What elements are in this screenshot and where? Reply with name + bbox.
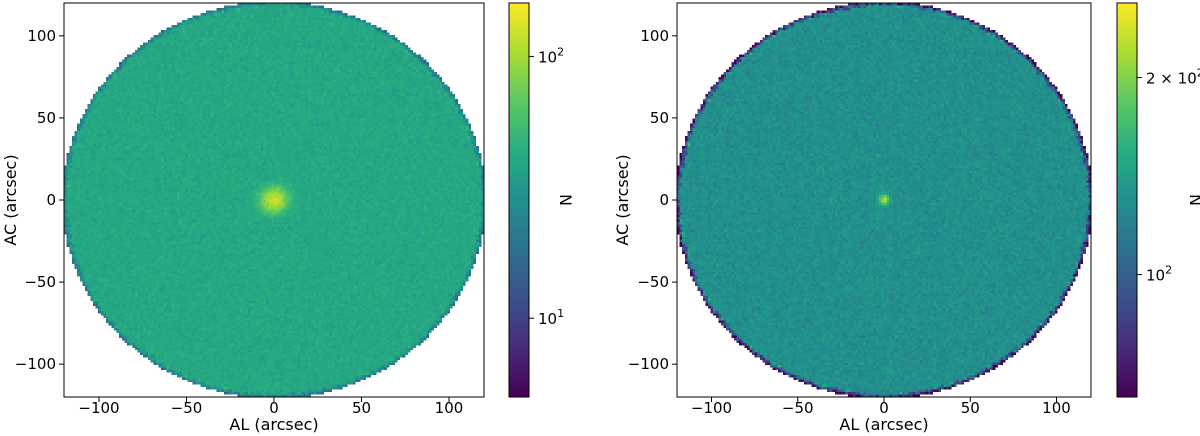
- y-tick-label: −50: [24, 273, 56, 291]
- y-tick-label: 100: [27, 27, 56, 45]
- x-tick-label: 50: [352, 399, 371, 417]
- colorbar-frame: [508, 2, 530, 398]
- heatmap-image: [64, 3, 484, 397]
- y-tick-label: 50: [650, 109, 669, 127]
- colorbar-label: N: [556, 194, 575, 206]
- y-tick-label: −50: [637, 273, 669, 291]
- x-tick-label: −50: [782, 399, 814, 417]
- y-tick-label: 100: [640, 27, 669, 45]
- x-tick-label: 50: [961, 399, 980, 417]
- right-panel: −100 −50 0 50 100 −100 −50 0 50 100 AL (arcsec) AC …: [613, 2, 1200, 434]
- colorbar-tick-label: 2 × 102: [1146, 67, 1200, 88]
- y-tick-label: 50: [37, 109, 56, 127]
- y-tick-label: 0: [659, 191, 669, 209]
- y-tick-label: −100: [628, 355, 669, 373]
- colorbar-label: N: [1186, 194, 1200, 206]
- x-tick-label: −100: [78, 399, 119, 417]
- colorbar-frame: [1116, 2, 1138, 398]
- x-tick-label: 100: [1042, 399, 1071, 417]
- heatmap-image: [677, 3, 1091, 397]
- x-tick-label: 0: [269, 399, 279, 417]
- x-tick-label: −100: [691, 399, 732, 417]
- colorbar: [1117, 3, 1137, 397]
- colorbar-tick-label: 102: [538, 45, 564, 66]
- colorbar-tick-label: 101: [538, 307, 564, 328]
- x-tick-label: −50: [171, 399, 203, 417]
- y-tick-label: −100: [15, 355, 56, 373]
- x-tick-label: 100: [435, 399, 464, 417]
- left-panel: −100 −50 0 50 100 −100 −50 0 50 100 AL (arcsec) AC …: [1, 2, 575, 434]
- y-axis-label: AC (arcsec): [1, 154, 20, 245]
- colorbar: [509, 3, 529, 397]
- x-axis-label: AL (arcsec): [839, 415, 928, 434]
- x-tick-label: 0: [879, 399, 889, 417]
- y-tick-label: 0: [46, 191, 56, 209]
- colorbar-tick-label: 102: [1146, 264, 1172, 285]
- y-axis-label: AC (arcsec): [613, 154, 632, 245]
- x-axis-label: AL (arcsec): [229, 415, 318, 434]
